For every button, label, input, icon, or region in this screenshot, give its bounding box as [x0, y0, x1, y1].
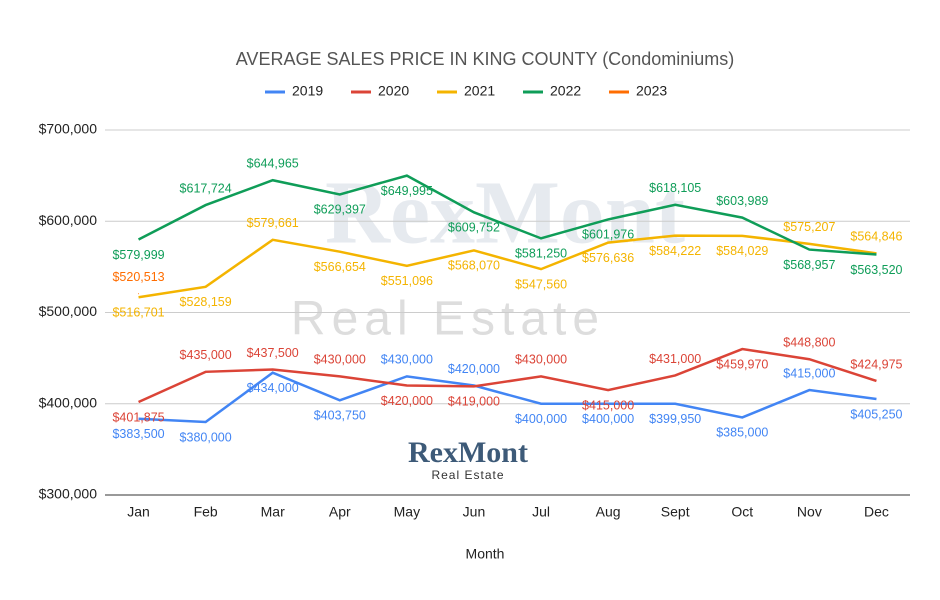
- data-label: $415,000: [783, 366, 835, 380]
- data-label: $430,000: [381, 353, 433, 367]
- data-label: $415,000: [582, 398, 634, 412]
- x-tick-label: Apr: [329, 504, 351, 520]
- data-label: $575,207: [783, 220, 835, 234]
- x-tick-label: Feb: [194, 504, 218, 520]
- data-label: $403,750: [314, 409, 366, 423]
- x-tick-label: Dec: [864, 504, 889, 520]
- data-label: $579,661: [247, 216, 299, 230]
- data-label: $584,222: [649, 244, 701, 258]
- data-label: $603,989: [716, 194, 768, 208]
- data-label: $435,000: [180, 348, 232, 362]
- series-line: [138, 234, 877, 299]
- data-label: $584,029: [716, 244, 768, 258]
- chart-title: AVERAGE SALES PRICE IN KING COUNTY (Cond…: [236, 49, 734, 69]
- data-label: $617,724: [180, 181, 232, 195]
- x-tick-label: Mar: [261, 504, 285, 520]
- data-label: $383,500: [112, 427, 164, 441]
- data-label: $400,000: [582, 412, 634, 426]
- data-label: $629,397: [314, 203, 366, 217]
- y-tick-label: $700,000: [39, 121, 98, 137]
- x-tick-label: Jul: [532, 504, 550, 520]
- data-label: $431,000: [649, 352, 701, 366]
- data-label: $579,999: [112, 248, 164, 262]
- x-tick-label: Oct: [731, 504, 753, 520]
- data-label: $551,096: [381, 274, 433, 288]
- data-label: $618,105: [649, 181, 701, 195]
- data-label: $424,975: [850, 357, 902, 371]
- data-label: $420,000: [381, 394, 433, 408]
- watermark-title: RexMont: [325, 164, 685, 263]
- data-label: $581,250: [515, 247, 567, 261]
- data-label: $568,070: [448, 259, 500, 273]
- data-label: $399,950: [649, 412, 701, 426]
- data-label: $437,500: [247, 346, 299, 360]
- x-axis-label: Month: [466, 546, 505, 562]
- data-label: $601,976: [582, 228, 634, 242]
- data-label: $547,560: [515, 277, 567, 291]
- legend-label: 2021: [464, 83, 495, 99]
- data-label: $566,654: [314, 260, 366, 274]
- x-tick-label: Jun: [463, 504, 486, 520]
- x-tick-label: Jan: [127, 504, 150, 520]
- series-point: [138, 293, 140, 295]
- data-label: $644,965: [247, 157, 299, 171]
- data-label: $430,000: [314, 353, 366, 367]
- data-label: $400,000: [515, 412, 567, 426]
- legend-label: 2022: [550, 83, 581, 99]
- data-label: $405,250: [850, 407, 902, 421]
- y-tick-label: $500,000: [39, 303, 98, 319]
- data-label: $448,800: [783, 336, 835, 350]
- data-label: $528,159: [180, 295, 232, 309]
- series-line: [138, 371, 877, 424]
- data-label: $516,701: [112, 306, 164, 320]
- data-label: $459,970: [716, 357, 768, 371]
- data-label: $380,000: [180, 430, 232, 444]
- data-label: $576,636: [582, 251, 634, 265]
- logo-subtitle: Real Estate: [431, 468, 504, 482]
- legend-label: 2023: [636, 83, 667, 99]
- data-label: $564,846: [850, 230, 902, 244]
- series-line: [137, 174, 877, 256]
- data-label: $401,875: [112, 410, 164, 424]
- series-line: [138, 347, 877, 404]
- x-tick-label: Sept: [661, 504, 690, 520]
- data-label: $568,957: [783, 258, 835, 272]
- logo-title: RexMont: [408, 436, 528, 469]
- data-label: $563,520: [850, 263, 902, 277]
- legend-label: 2020: [378, 83, 409, 99]
- x-tick-label: Nov: [797, 504, 822, 520]
- data-label: $430,000: [515, 353, 567, 367]
- legend-label: 2019: [292, 83, 323, 99]
- y-tick-label: $600,000: [39, 212, 98, 228]
- data-label: $520,513: [112, 270, 164, 284]
- data-label: $649,995: [381, 184, 433, 198]
- data-label: $420,000: [448, 362, 500, 376]
- x-tick-label: May: [394, 504, 420, 520]
- y-tick-label: $400,000: [39, 394, 98, 410]
- data-label: $609,752: [448, 221, 500, 235]
- data-label: $419,000: [448, 395, 500, 409]
- x-tick-label: Aug: [596, 504, 621, 520]
- y-tick-label: $300,000: [39, 486, 98, 502]
- watermark-subtitle: Real Estate: [291, 293, 605, 346]
- data-label: $385,000: [716, 426, 768, 440]
- data-label: $434,000: [247, 381, 299, 395]
